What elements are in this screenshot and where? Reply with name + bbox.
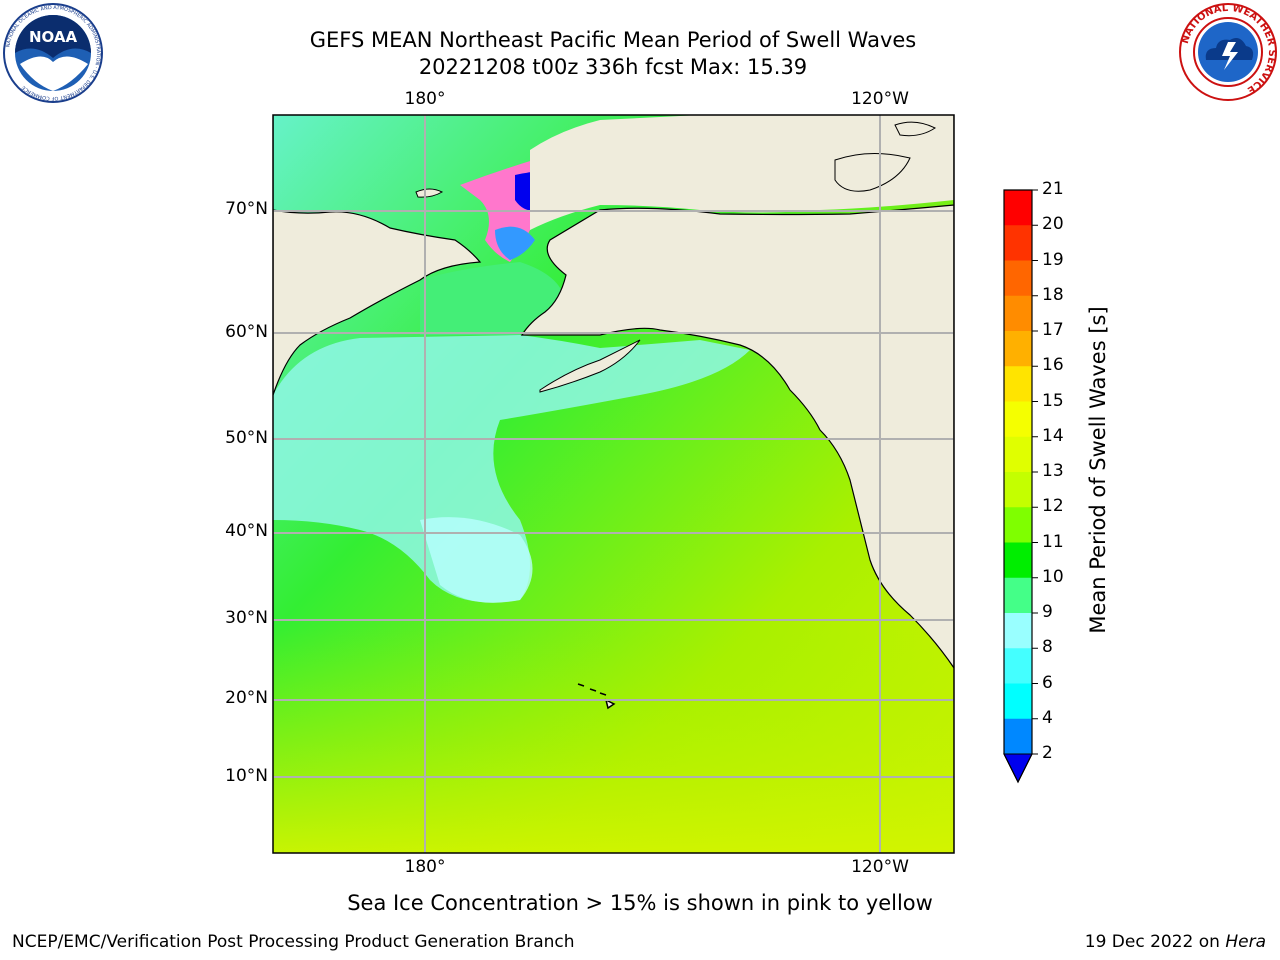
colorbar-segment — [1004, 613, 1032, 649]
land-alaska-north-america — [520, 115, 954, 670]
colorbar-segment — [1004, 260, 1032, 297]
lat-label-10n: 10°N — [225, 766, 268, 786]
graticule — [273, 115, 954, 853]
colorbar-segment — [1004, 507, 1032, 543]
lon-label-top-120w: 120°W — [851, 89, 909, 109]
colorbar-segment — [1004, 401, 1032, 438]
colorbar-segment — [1004, 366, 1032, 402]
colorbar-tick-label: 16 — [1042, 355, 1064, 376]
lat-label-40n: 40°N — [225, 521, 268, 541]
strait-blue — [495, 226, 535, 260]
colorbar-tick-label: 18 — [1042, 284, 1064, 305]
ocean-south-band — [273, 620, 954, 853]
colorbar-tick-label: 4 — [1042, 707, 1053, 728]
lat-label-30n: 30°N — [225, 608, 268, 628]
colorbar-segment — [1004, 295, 1032, 332]
noaa-logo: NOAA NATIONAL OCEANIC AND ATMOSPHERIC AD… — [3, 3, 103, 103]
lat-label-50n: 50°N — [225, 428, 268, 448]
colorbar-tick-label: 20 — [1042, 214, 1064, 235]
footer-date: 19 Dec 2022 on Hera — [1085, 932, 1266, 952]
colorbar-tick-label: 10 — [1042, 566, 1064, 587]
lon-label-bottom-120w: 120°W — [851, 857, 909, 877]
colorbar — [1003, 189, 1038, 784]
colorbar-frame — [1003, 189, 1033, 784]
colorbar-segment — [1004, 542, 1032, 579]
colorbar-tick-label: 15 — [1042, 390, 1064, 411]
colorbar-tick-label: 17 — [1042, 320, 1064, 340]
footer-credit: NCEP/EMC/Verification Post Processing Pr… — [12, 932, 575, 952]
map-frame — [272, 114, 955, 854]
colorbar-extend-triangle — [1003, 753, 1033, 784]
colorbar-label: Mean Period of Swell Waves [s] — [1086, 306, 1110, 634]
land-siberia — [273, 115, 482, 396]
land-arctic-north — [530, 115, 954, 230]
map-area — [273, 115, 954, 853]
lat-label-20n: 20°N — [225, 688, 268, 708]
cyan-swell-region — [273, 335, 750, 603]
chart-title: GEFS MEAN Northeast Pacific Mean Period … — [309, 28, 917, 52]
colorbar-tick-label: 9 — [1042, 602, 1053, 622]
sea-ice-note: Sea Ice Concentration > 15% is shown in … — [347, 891, 933, 915]
lon-label-bottom-180: 180° — [404, 857, 446, 877]
footer-host: Hera — [1225, 932, 1266, 952]
colorbar-segment — [1004, 472, 1032, 508]
light-cyan-patch — [420, 517, 533, 603]
land-hawaii — [577, 683, 616, 710]
colorbar-tick-label: 12 — [1042, 496, 1064, 517]
colorbar-tick-label: 6 — [1042, 672, 1053, 693]
bering-sea-region — [420, 262, 565, 335]
land-alaska-peninsula — [539, 339, 641, 393]
colorbar-segment — [1004, 190, 1032, 226]
lat-label-60n: 60°N — [225, 322, 268, 342]
chart-subtitle: 20221208 t00z 336h fcst Max: 15.39 — [418, 55, 808, 79]
colorbar-segment — [1004, 577, 1032, 614]
land-arctic-island — [834, 152, 911, 192]
colorbar-segment — [1004, 225, 1032, 261]
colorbar-tick-label: 2 — [1042, 743, 1053, 763]
noaa-logo-text: NOAA — [29, 28, 78, 46]
colorbar-segment — [1004, 718, 1032, 755]
footer-date-text: 19 Dec 2022 on — [1084, 932, 1226, 952]
colorbar-tick-label: 21 — [1042, 179, 1064, 199]
lat-label-70n: 70°N — [225, 199, 268, 219]
colorbar-tick-label: 13 — [1042, 461, 1064, 481]
colorbar-tick-label: 8 — [1042, 637, 1053, 658]
colorbar-segment — [1004, 436, 1032, 473]
colorbar-segment — [1004, 683, 1032, 720]
nws-logo: NATIONAL WEATHER SERVICE — [1179, 3, 1277, 101]
colorbar-tick-label: 14 — [1042, 425, 1064, 446]
land-arctic-island-small — [894, 121, 936, 137]
colorbar-segment — [1004, 331, 1032, 367]
colorbar-tick-label: 19 — [1042, 249, 1064, 270]
lon-label-top-180: 180° — [404, 89, 446, 109]
colorbar-tick-label: 11 — [1042, 531, 1064, 552]
colorbar-segment — [1004, 648, 1032, 684]
